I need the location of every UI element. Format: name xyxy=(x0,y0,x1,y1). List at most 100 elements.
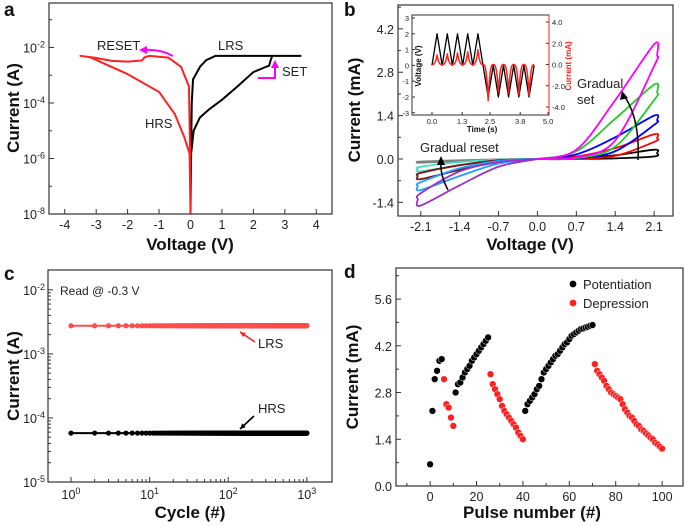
inset-x-tick-label: 3.8 xyxy=(515,117,525,126)
gradual-set-arrow-head xyxy=(620,91,628,100)
y-tick-label: 2.8 xyxy=(375,387,392,401)
lrs-point xyxy=(129,323,135,329)
x-tick-label: 0 xyxy=(427,490,434,504)
hrs-point xyxy=(92,430,98,436)
reset-arrow xyxy=(144,48,174,57)
annotation-reset: RESET xyxy=(97,38,140,53)
panel-label-a: a xyxy=(4,0,15,21)
hrs-arrow-head xyxy=(240,423,246,429)
inset-current-trace xyxy=(431,48,535,102)
panel-a-xlabel: Voltage (V) xyxy=(146,235,234,254)
gradual-set-arrow xyxy=(624,96,639,161)
y-tick-label: 4.2 xyxy=(377,23,394,37)
inset-xlabel: Time (s) xyxy=(467,125,498,134)
y-tick-label: 10-2 xyxy=(23,39,45,55)
x-tick-label: -2.1 xyxy=(410,220,432,234)
potentiation-point xyxy=(431,375,439,383)
hrs-point xyxy=(68,430,74,436)
panel-b-xlabel: Voltage (V) xyxy=(486,235,574,254)
panel-d-xlabel: Pulse number (#) xyxy=(463,503,601,522)
panel-label-c: c xyxy=(4,264,15,285)
depression-point xyxy=(447,413,455,422)
negative-loop-3 xyxy=(415,158,538,192)
y-tick-label: 0.0 xyxy=(377,153,394,167)
x-tick-label: -1.4 xyxy=(449,220,471,234)
panel-label-d: d xyxy=(344,262,356,283)
lrs-point xyxy=(115,323,121,329)
inset-x-tick-label: 5.0 xyxy=(543,117,553,126)
reset-arrow-head xyxy=(139,46,147,54)
depression-point xyxy=(486,370,495,378)
panel-d-plot-frame xyxy=(395,267,684,487)
depression-point xyxy=(658,444,666,453)
potentiation-point xyxy=(535,382,543,390)
y-tick-label: 10-2 xyxy=(23,282,45,298)
hrs-point xyxy=(115,430,121,436)
panel-b-ylabel: Current (mA) xyxy=(345,58,364,163)
x-tick-label: -2 xyxy=(122,218,133,232)
inset-y-right-tick-label: -2.0 xyxy=(552,82,565,91)
x-tick-label: 1.4 xyxy=(607,220,624,234)
iv-curve-0 xyxy=(189,54,302,215)
x-tick-label: -0.7 xyxy=(488,220,510,234)
annotation-lrs-c: LRS xyxy=(258,336,284,351)
legend-depression-marker xyxy=(569,299,577,307)
inset-ylabel-left: Voltage (V) xyxy=(414,45,423,87)
annotation-lrs: LRS xyxy=(218,38,244,53)
potentiation-point xyxy=(537,375,546,383)
x-tick-label: -4 xyxy=(59,218,70,232)
negative-loop-4 xyxy=(415,158,538,207)
positive-loop-3 xyxy=(537,82,660,161)
inset-y-tick-label: -2 xyxy=(402,93,409,102)
depression-point xyxy=(445,403,453,412)
y-tick-label: 10-4 xyxy=(23,95,45,111)
lrs-point xyxy=(134,323,141,329)
hrs-point xyxy=(304,430,310,436)
potentiation-point xyxy=(438,355,446,363)
inset-voltage-trace xyxy=(431,33,535,98)
annotation-gradual-set-2: set xyxy=(577,92,595,107)
panel-d-ylabel: Current (mA) xyxy=(343,325,362,430)
depression-point xyxy=(591,360,599,368)
panel-c-xlabel: Cycle (#) xyxy=(155,503,226,522)
x-tick-label: 4 xyxy=(313,218,320,232)
panel-a-plot-frame xyxy=(48,2,333,215)
lrs-point xyxy=(92,323,98,329)
inset-y-tick-label: -1 xyxy=(402,77,409,86)
x-tick-label: 100 xyxy=(652,490,673,504)
x-tick-label: -3 xyxy=(91,218,102,232)
hrs-point xyxy=(123,430,129,436)
inset-y-right-tick-label: -4.0 xyxy=(552,103,565,112)
y-tick-label: 1.4 xyxy=(375,433,392,447)
y-tick-label: -1.4 xyxy=(372,196,394,210)
panel-a-ylabel: Current (A) xyxy=(4,63,23,153)
y-tick-label: 10-6 xyxy=(23,150,45,166)
y-tick-label: 1.4 xyxy=(377,110,394,124)
potentiation-point xyxy=(451,388,460,397)
inset-y-tick-label: 1 xyxy=(405,46,409,55)
lrs-arrow-head xyxy=(240,332,246,338)
annotation-set: SET xyxy=(282,64,307,79)
legend-potentiation-marker xyxy=(569,280,577,288)
y-tick-label: 2.8 xyxy=(377,66,394,80)
annotation-gradual-reset: Gradual reset xyxy=(420,140,499,155)
inset-y-tick-label: 3 xyxy=(405,14,409,23)
x-tick-label: 101 xyxy=(140,486,159,502)
x-tick-label: 80 xyxy=(609,490,623,504)
panel-c-plot-frame xyxy=(47,269,333,483)
potentiation-point xyxy=(588,321,597,329)
x-tick-label: 102 xyxy=(219,486,238,502)
x-tick-label: 2.1 xyxy=(645,220,662,234)
gradual-reset-arrow xyxy=(440,161,449,191)
panel-b-plot-frame xyxy=(397,4,674,217)
iv-curve-1 xyxy=(79,54,192,215)
x-tick-label: 103 xyxy=(297,486,316,502)
potentiation-point xyxy=(428,407,437,415)
hrs-point xyxy=(143,430,149,436)
panel-c-ylabel: Current (A) xyxy=(4,331,23,421)
inset-background xyxy=(412,15,549,115)
x-tick-label: 60 xyxy=(562,490,576,504)
x-tick-label: 2 xyxy=(250,218,257,232)
lrs-point xyxy=(123,323,129,329)
